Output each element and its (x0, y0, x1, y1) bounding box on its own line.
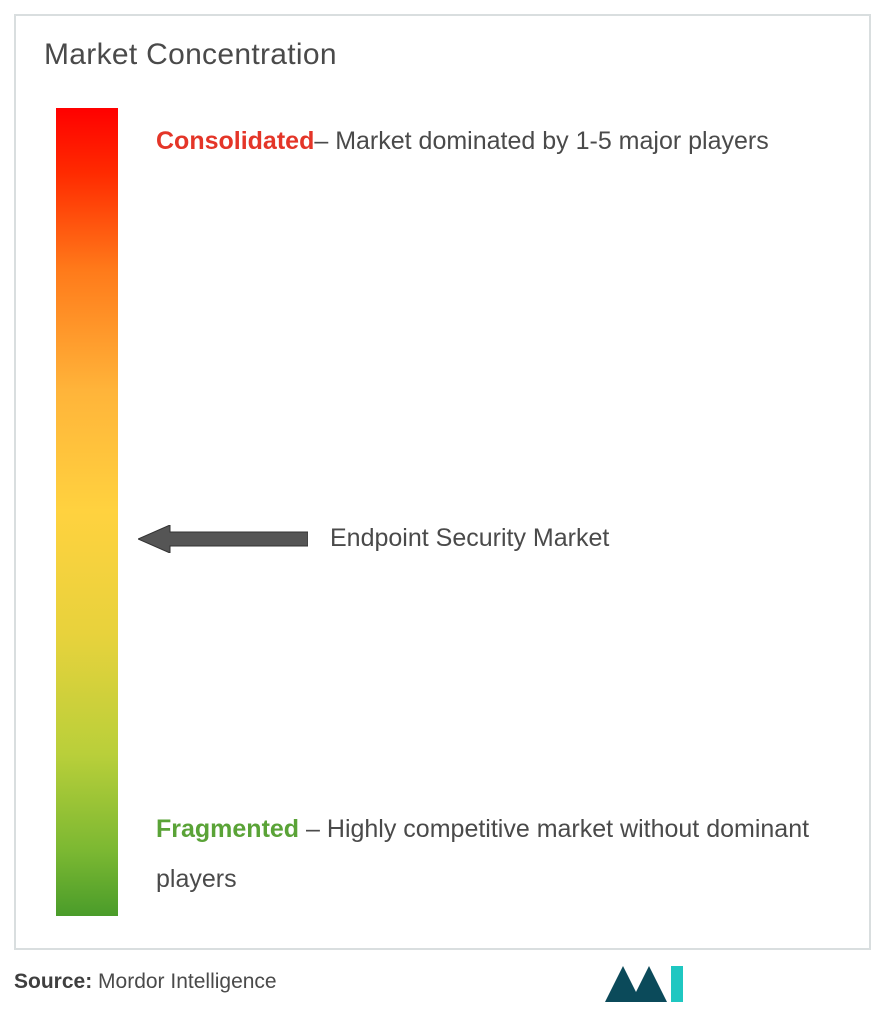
fragmented-term: Fragmented (156, 815, 299, 843)
source-label: Source: (14, 970, 92, 993)
consolidated-label: Consolidated– Market dominated by 1-5 ma… (156, 116, 839, 166)
fragmented-label: Fragmented – Highly competitive market w… (156, 804, 839, 904)
gradient-scale (56, 108, 118, 916)
source-value: Mordor Intelligence (92, 970, 276, 993)
left-arrow-icon (138, 525, 308, 553)
source-attribution: Source: Mordor Intelligence (14, 970, 277, 994)
concentration-card: Market Concentration Consolidated– Marke… (14, 14, 871, 950)
consolidated-desc: – Market dominated by 1-5 major players (314, 127, 768, 155)
mordor-logo-icon (605, 962, 701, 1002)
consolidated-term: Consolidated (156, 127, 314, 155)
footer: Source: Mordor Intelligence (14, 962, 871, 1002)
card-title: Market Concentration (44, 38, 337, 72)
marker-label: Endpoint Security Market (330, 524, 609, 553)
marker-row: Endpoint Security Market (138, 524, 609, 553)
